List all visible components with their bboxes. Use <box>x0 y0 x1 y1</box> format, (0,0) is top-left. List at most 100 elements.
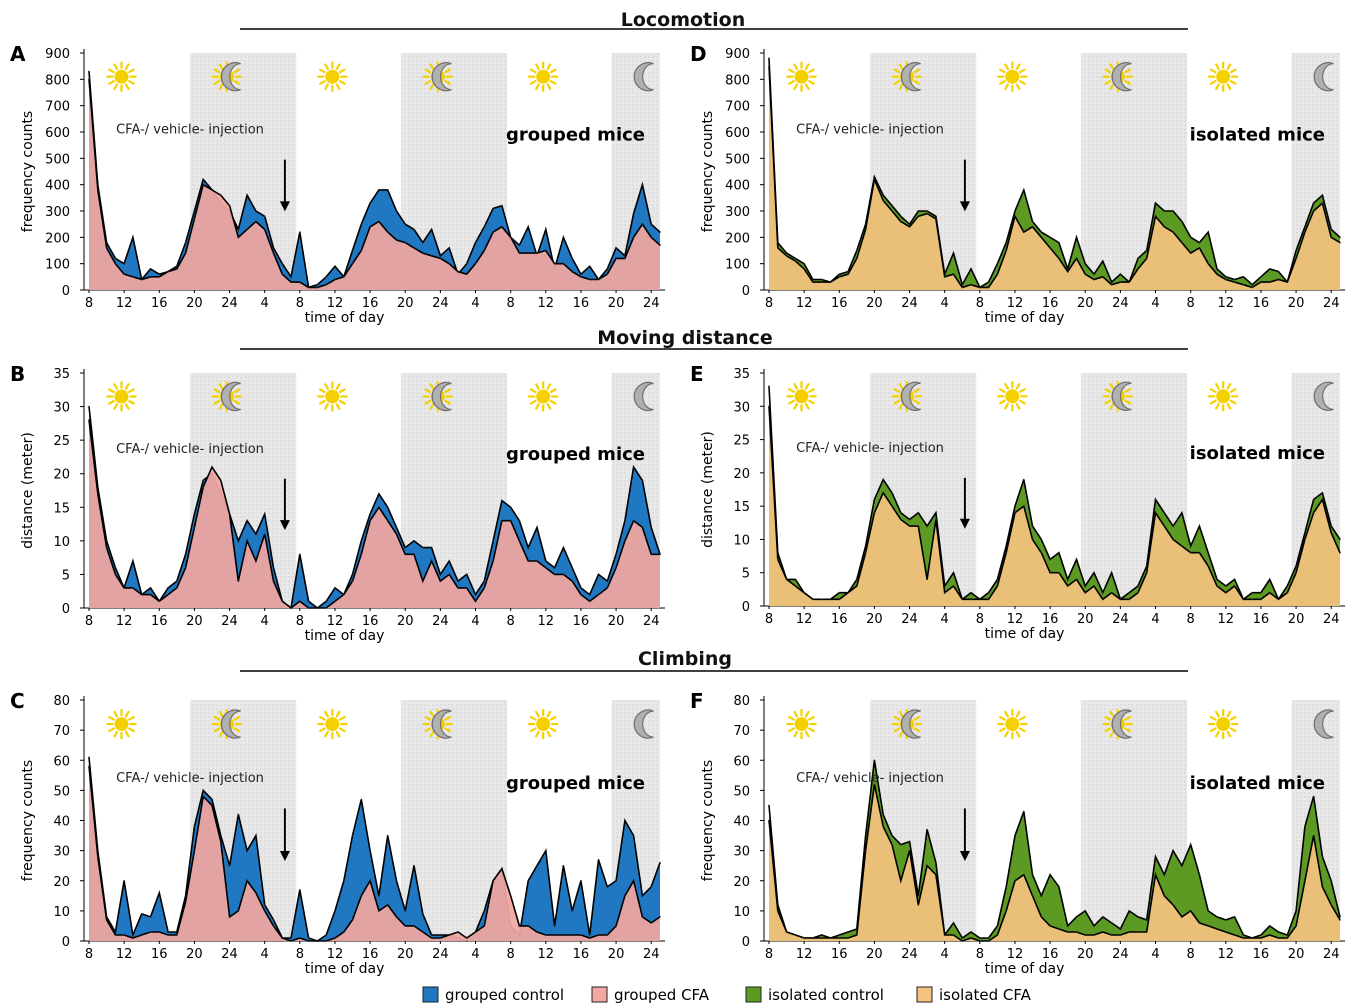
data-point <box>794 260 797 262</box>
moon-icon <box>431 381 452 412</box>
data-point <box>1277 937 1280 939</box>
data-point <box>246 519 248 522</box>
data-point <box>856 249 858 252</box>
x-tick-label: 12 <box>538 296 555 311</box>
x-tick-label: 16 <box>831 296 848 311</box>
panel-e: 0 5 10 15 20 25 30 35 8 12 16 20 24 4 8 12 16 20 24 4 8 12 16 2… <box>690 362 1345 642</box>
data-point <box>1163 895 1166 897</box>
data-point <box>430 254 433 257</box>
x-tick-label: 20 <box>397 614 414 629</box>
data-point <box>891 204 893 207</box>
x-tick-label: 12 <box>1007 947 1024 962</box>
data-point <box>1031 226 1034 228</box>
data-point <box>650 922 653 924</box>
y-tick-label: 100 <box>725 258 750 273</box>
data-point <box>492 879 494 882</box>
data-point <box>448 934 450 936</box>
data-point <box>1014 505 1016 507</box>
injection-annotation: CFA-/ vehicle- injection <box>796 771 944 786</box>
data-point <box>1216 928 1218 930</box>
data-point <box>571 270 573 273</box>
data-point <box>935 512 937 514</box>
x-tick-label: 8 <box>976 947 984 962</box>
data-point <box>334 265 336 268</box>
data-point <box>422 580 424 582</box>
data-point <box>422 913 424 915</box>
y-tick-label: 0 <box>742 935 750 950</box>
data-point <box>1137 268 1139 270</box>
data-point <box>597 934 600 936</box>
data-point <box>176 268 178 270</box>
data-point <box>351 262 354 265</box>
data-point <box>1216 585 1218 587</box>
data-point <box>272 252 275 254</box>
y-tick-label: 10 <box>733 533 750 548</box>
data-point <box>1145 931 1148 933</box>
data-point <box>1242 934 1245 936</box>
data-point <box>838 591 841 594</box>
data-point <box>1102 931 1104 933</box>
data-point <box>1189 551 1192 554</box>
panel-a: 0 100 200 300 400 500 600 700 800 900 8 12 16 20 24 4 8 1… <box>10 42 665 326</box>
data-point <box>430 228 433 231</box>
y-tick-label: 100 <box>45 258 70 273</box>
data-point <box>334 910 336 912</box>
sun-icon <box>997 61 1028 92</box>
data-point <box>650 526 653 529</box>
x-tick-label: 12 <box>1007 612 1024 627</box>
data-point <box>864 551 867 554</box>
data-point <box>219 194 222 196</box>
data-point <box>873 783 876 786</box>
data-point <box>917 895 920 897</box>
data-point <box>202 795 204 798</box>
data-point <box>1005 885 1007 888</box>
data-point <box>873 759 876 762</box>
data-point <box>114 931 117 933</box>
x-tick-label: 16 <box>151 947 168 962</box>
data-point <box>847 273 849 276</box>
data-point <box>615 925 617 927</box>
moon-icon <box>633 709 654 739</box>
x-tick-label: 24 <box>432 296 449 311</box>
data-point <box>342 879 345 882</box>
data-point <box>1312 795 1315 798</box>
data-point <box>457 931 459 933</box>
data-point <box>88 756 90 759</box>
x-tick-label: 20 <box>866 296 883 311</box>
legend: grouped control grouped CFA isolated con… <box>422 986 1032 1004</box>
data-point <box>1154 202 1157 204</box>
data-point <box>501 204 503 207</box>
data-point <box>1005 910 1007 912</box>
section-header-locomotion: Locomotion <box>240 9 1188 31</box>
data-point <box>1145 249 1148 252</box>
data-point <box>1110 571 1113 574</box>
data-point <box>1075 236 1078 239</box>
data-point <box>882 194 884 196</box>
data-point <box>1137 931 1139 933</box>
data-point <box>1181 864 1183 867</box>
data-point <box>1014 512 1016 514</box>
data-point <box>650 553 653 556</box>
data-point <box>970 283 972 286</box>
data-point <box>1181 220 1183 223</box>
data-point <box>255 834 257 837</box>
data-point <box>1022 873 1025 876</box>
sun-icon <box>528 709 559 740</box>
panel-letter: A <box>10 42 26 66</box>
data-point <box>404 553 407 556</box>
data-point <box>351 580 354 582</box>
data-point <box>588 600 591 603</box>
data-point <box>812 937 814 939</box>
data-point <box>1339 916 1341 918</box>
panel-c: 0 10 20 30 40 50 60 70 80 8 12 16 20 24 4 8 12 16 20 24 4 8 12… <box>10 689 665 977</box>
y-tick-label: 0 <box>62 602 70 617</box>
x-tick-label: 4 <box>261 296 269 311</box>
data-point <box>404 546 407 549</box>
data-point <box>606 273 609 276</box>
moon-icon <box>1111 381 1132 411</box>
data-point <box>1268 578 1271 581</box>
data-point <box>641 479 644 482</box>
data-point <box>1189 843 1192 846</box>
data-point <box>114 262 117 265</box>
data-point <box>1137 916 1139 918</box>
